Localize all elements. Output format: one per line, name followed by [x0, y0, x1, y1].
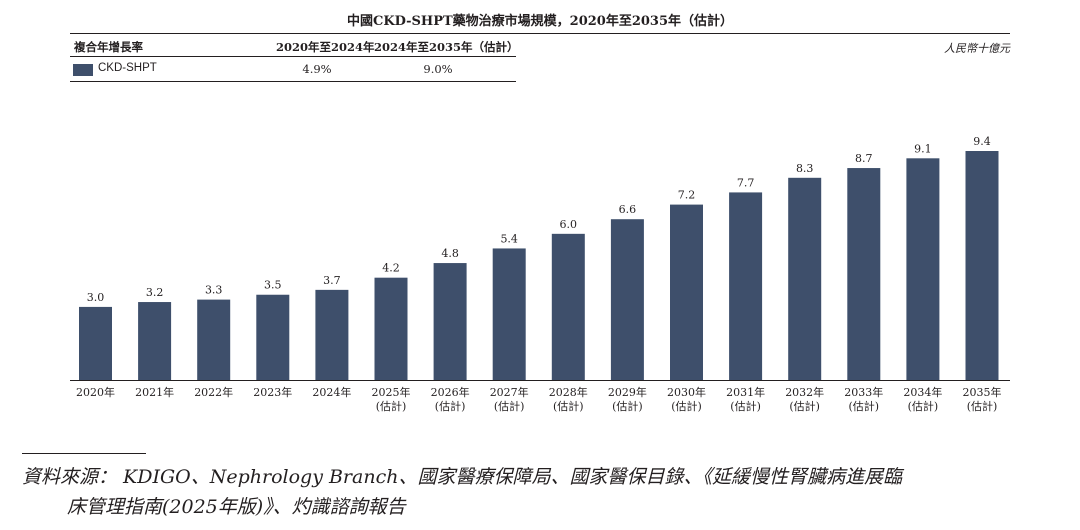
x-tick-label: 2023年	[253, 385, 292, 399]
x-tick-label: (估計)	[494, 399, 525, 413]
x-tick-label: 2028年	[549, 385, 588, 399]
x-tick-label: 2020年	[76, 385, 115, 399]
data-label: 3.0	[87, 291, 105, 304]
title-rule	[70, 33, 1010, 34]
bar	[138, 302, 172, 380]
bar	[256, 294, 290, 380]
bar	[492, 248, 526, 380]
x-tick-label: 2026年	[431, 385, 470, 399]
x-tick-label: (估計)	[612, 399, 643, 413]
data-label: 6.6	[619, 203, 637, 216]
bar	[788, 177, 822, 380]
cagr-col1-header: 2020年至2024年	[276, 40, 375, 54]
source-note: 資料來源： KDIGO、Nephrology Branch、國家醫療保障局、國家…	[22, 462, 1067, 522]
x-tick-label: 2031年	[726, 385, 765, 399]
x-tick-label: 2025年	[372, 385, 411, 399]
bar	[197, 299, 231, 380]
legend-label: CKD-SHPT	[98, 62, 157, 74]
x-tick-label: (估計)	[730, 399, 761, 413]
x-tick-label: (估計)	[908, 399, 939, 413]
source-line-1: 資料來源： KDIGO、Nephrology Branch、國家醫療保障局、國家…	[22, 466, 902, 488]
bar	[315, 289, 349, 380]
x-tick-label: 2035年	[963, 385, 1002, 399]
cagr-col2-value: 9.0%	[423, 62, 453, 76]
data-label: 5.4	[500, 232, 518, 245]
x-tick-label: 2022年	[194, 385, 233, 399]
bar	[551, 233, 585, 380]
x-tick-label: (估計)	[435, 399, 466, 413]
chart-title: 中國CKD-SHPT藥物治療市場規模，2020年至2035年（估計）	[346, 14, 734, 29]
x-tick-label: 2024年	[312, 385, 351, 399]
data-label: 6.0	[560, 218, 578, 231]
source-line-2: 床管理指南(2025年版)》、灼識諮詢報告	[67, 496, 406, 518]
data-label: 3.2	[146, 286, 164, 299]
bar	[847, 168, 881, 380]
x-tick-label: (估計)	[849, 399, 880, 413]
data-label: 9.4	[973, 135, 991, 148]
data-label: 3.7	[323, 274, 341, 287]
legend-swatch	[73, 64, 93, 76]
bar	[610, 219, 644, 380]
data-label: 7.7	[737, 176, 755, 189]
source-rule	[22, 453, 146, 454]
data-label: 9.1	[914, 142, 932, 155]
x-tick-label: 2029年	[608, 385, 647, 399]
x-tick-label: 2021年	[135, 385, 174, 399]
bar	[670, 204, 703, 380]
x-tick-label: 2027年	[490, 385, 529, 399]
data-label: 8.3	[796, 162, 814, 175]
unit-label: 人民幣十億元	[944, 42, 1010, 55]
bar	[374, 277, 408, 380]
cagr-table-rule	[70, 81, 516, 82]
data-label: 3.3	[205, 284, 223, 297]
x-tick-label: (估計)	[671, 399, 702, 413]
data-label: 4.8	[441, 247, 459, 260]
x-tick-label: 2032年	[785, 385, 824, 399]
x-tick-label: 2034年	[903, 385, 942, 399]
x-tick-label: 2030年	[667, 385, 706, 399]
bar-chart: 3.0 2020年 3.2 2021年 3.3 2022年 3.5 2023年 3.7 2024年…	[70, 135, 1010, 413]
bar	[965, 151, 999, 380]
cagr-col1-value: 4.9%	[302, 62, 332, 76]
bar	[729, 192, 763, 380]
x-tick-label: 2033年	[844, 385, 883, 399]
x-tick-label: (估計)	[789, 399, 820, 413]
data-label: 8.7	[855, 152, 873, 165]
bar	[906, 158, 940, 380]
data-label: 4.2	[382, 262, 400, 275]
cagr-header-rule	[70, 56, 516, 57]
data-label: 7.2	[678, 189, 696, 202]
data-label: 3.5	[264, 279, 282, 292]
cagr-col2-header: 2024年至2035年（估計）	[374, 40, 519, 54]
x-tick-label: (估計)	[553, 399, 584, 413]
cagr-header-label: 複合年增長率	[74, 40, 143, 54]
bar	[433, 263, 467, 380]
x-tick-label: (估計)	[967, 399, 998, 413]
bar	[79, 306, 112, 380]
x-tick-label: (估計)	[376, 399, 407, 413]
